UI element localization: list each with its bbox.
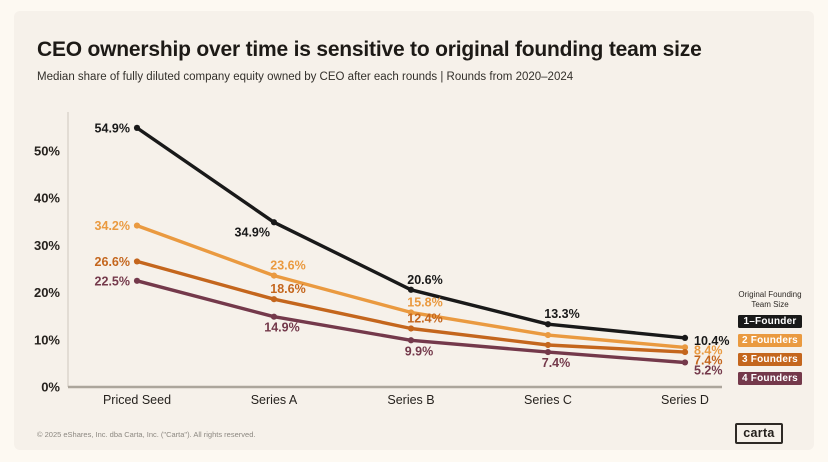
data-point — [133, 222, 141, 229]
data-label: 7.4% — [542, 356, 571, 370]
data-label: 10.4% — [694, 334, 729, 348]
x-tick-label: Priced Seed — [103, 393, 171, 407]
data-label: 15.8% — [407, 295, 442, 309]
data-point — [407, 325, 415, 332]
legend-title: Original Founding Team Size — [722, 290, 818, 310]
data-label: 9.9% — [405, 344, 434, 358]
data-label: 18.6% — [270, 282, 305, 296]
legend: Original Founding Team Size 1–Founder 2 F… — [722, 290, 818, 391]
data-point — [407, 286, 415, 293]
legend-item-0: 1–Founder — [738, 315, 802, 328]
data-point — [270, 272, 278, 279]
data-label: 34.9% — [235, 225, 270, 239]
data-point — [681, 344, 689, 351]
legend-items: 1–Founder 2 Founders 3 Founders 4 Founders — [722, 315, 818, 385]
copyright-text: © 2025 eShares, Inc. dba Carta, Inc. ("C… — [37, 430, 256, 439]
legend-item-3: 4 Founders — [738, 372, 802, 385]
data-point — [544, 321, 552, 328]
x-tick-label: Series A — [251, 393, 298, 407]
data-label: 14.9% — [264, 321, 299, 335]
chart-subtitle: Median share of fully diluted company eq… — [37, 71, 574, 83]
y-tick-label: 50% — [34, 144, 60, 159]
data-label: 34.2% — [95, 219, 130, 233]
data-point — [544, 348, 552, 356]
series-1-founder: 54.9% 34.9% 20.6% 13.3% 10.4% — [95, 121, 730, 348]
x-tick-label: Series B — [387, 393, 434, 407]
series-3-founders: 26.6% 18.6% 12.4% 7.4% — [95, 255, 723, 368]
chart-title: CEO ownership over time is sensitive to … — [37, 38, 702, 61]
data-label: 20.6% — [407, 273, 442, 287]
data-label: 26.6% — [95, 255, 130, 269]
data-point — [407, 309, 415, 316]
data-point — [681, 334, 689, 342]
legend-title-line1: Original Founding — [738, 290, 802, 299]
data-label: 8.4% — [694, 344, 723, 358]
data-point — [407, 337, 415, 344]
data-point — [133, 277, 141, 284]
y-tick-label: 20% — [34, 285, 60, 300]
data-point — [544, 341, 552, 349]
data-point — [681, 348, 689, 356]
data-point — [270, 313, 278, 320]
legend-item-2: 3 Founders — [738, 353, 802, 366]
y-tick-label: 40% — [34, 191, 60, 206]
data-label: 22.5% — [95, 274, 130, 288]
x-tick-label: Series C — [524, 393, 572, 407]
data-label: 13.3% — [544, 307, 579, 321]
carta-logo: carta — [735, 423, 783, 444]
y-tick-label: 0% — [41, 380, 60, 395]
data-label: 54.9% — [95, 121, 130, 135]
y-tick-label: 30% — [34, 238, 60, 253]
data-point — [544, 331, 552, 339]
data-point — [133, 124, 141, 131]
legend-item-1: 2 Founders — [738, 334, 802, 347]
data-point — [681, 359, 689, 366]
data-label: 23.6% — [270, 259, 305, 273]
legend-title-line2: Team Size — [751, 300, 789, 309]
data-point — [270, 296, 278, 303]
series-2-founders: 34.2% 23.6% 15.8% 8.4% — [95, 219, 723, 358]
data-label: 5.2% — [694, 363, 723, 377]
data-label: 12.4% — [407, 311, 442, 325]
y-tick-label: 10% — [34, 332, 60, 347]
data-point — [270, 219, 278, 226]
data-point — [133, 258, 141, 265]
data-label: 7.4% — [694, 354, 723, 368]
series-4-founders: 22.5%14.9%9.9%7.4%5.2% — [95, 274, 723, 377]
x-tick-label: Series D — [661, 393, 709, 407]
